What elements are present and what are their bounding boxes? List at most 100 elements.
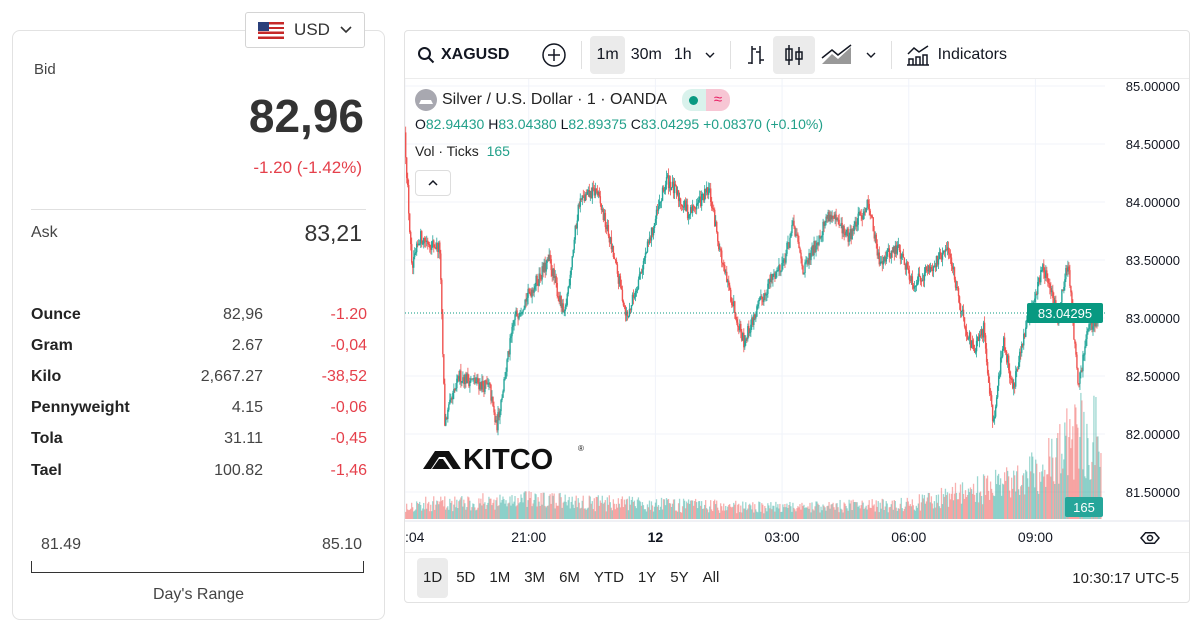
indicators-button[interactable]: Indicators (900, 36, 1013, 74)
volume-bar (412, 507, 414, 519)
interval-30m[interactable]: 30m (630, 45, 662, 63)
collapse-legend-button[interactable] (415, 170, 451, 196)
volume-bar (641, 502, 644, 519)
unit-name: Tola (31, 430, 63, 448)
volume-bar (858, 505, 860, 519)
range-6m[interactable]: 6M (559, 569, 580, 586)
volume-bar (857, 506, 859, 519)
ask-label: Ask (31, 224, 58, 241)
candle-body (436, 242, 438, 250)
candle-body (911, 276, 914, 285)
candle-body (474, 378, 476, 384)
volume-bar (1009, 490, 1011, 519)
candle-body (405, 132, 407, 158)
range-1y[interactable]: 1Y (637, 569, 657, 586)
range-1d[interactable]: 1D (417, 557, 449, 598)
candle-body (1034, 298, 1036, 303)
candle-body (716, 221, 718, 232)
volume-bar (594, 511, 596, 519)
volume-bar (977, 502, 980, 519)
candle-body (666, 175, 669, 178)
candle-body (804, 262, 806, 273)
candles-style-button[interactable] (772, 35, 815, 74)
volume-bar (639, 501, 642, 519)
candle-body (567, 286, 569, 294)
bars-style-button[interactable] (739, 36, 773, 74)
candle-body (676, 190, 679, 195)
candle-body (501, 397, 503, 401)
volume-bar (487, 502, 489, 519)
candle-body (956, 287, 959, 289)
candle-body (848, 235, 850, 242)
candle-body (937, 258, 940, 265)
settings-icon[interactable] (1140, 532, 1160, 544)
currency-dropdown[interactable]: USD (245, 12, 365, 48)
candle-body (1073, 322, 1075, 340)
volume-bar (446, 507, 448, 519)
area-style-button[interactable] (815, 36, 859, 74)
compare-button[interactable] (535, 36, 573, 74)
chart-style-dropdown[interactable] (859, 36, 883, 74)
candle-body (662, 187, 665, 192)
candle-body (704, 188, 707, 193)
candle-body (457, 375, 459, 379)
range-all[interactable]: All (702, 569, 720, 586)
candle-body (811, 245, 813, 251)
volume-bar (970, 489, 973, 519)
currency-value: USD (294, 20, 330, 39)
candle-body (747, 326, 749, 340)
volume-bar (489, 498, 491, 519)
volume-bar (562, 502, 564, 519)
candle-body (742, 332, 744, 341)
symbol-search[interactable]: XAGUSD (411, 36, 515, 74)
candle-body (842, 226, 844, 234)
volume-bar (976, 476, 979, 519)
range-5y[interactable]: 5Y (670, 569, 689, 586)
candle-body (1044, 272, 1046, 278)
candle-body (472, 378, 474, 380)
volume-bar (600, 502, 602, 519)
interval-1h[interactable]: 1h (673, 45, 692, 63)
candle-body (467, 373, 469, 381)
candle-body (598, 191, 601, 197)
unit-name: Tael (31, 461, 62, 479)
volume-bar (708, 512, 710, 519)
volume-bar (817, 503, 819, 519)
candle-body (989, 393, 992, 396)
range-ytd[interactable]: YTD (593, 569, 624, 586)
volume-bar (812, 509, 814, 519)
volume-bar (704, 500, 707, 519)
volume-bar (758, 501, 760, 519)
interval-dropdown[interactable] (698, 36, 722, 74)
candle-body (430, 247, 432, 250)
candle-body (407, 178, 409, 186)
candle-body (877, 252, 879, 256)
chart-clock[interactable]: 10:30:17 UTC-5 (1072, 570, 1179, 587)
candle-body (913, 286, 916, 289)
candle-body (962, 309, 965, 318)
candle-body (432, 240, 434, 242)
volume-bar (635, 508, 638, 519)
volume-bar (703, 504, 706, 519)
candle-body (685, 204, 688, 211)
range-1m[interactable]: 1M (489, 569, 511, 586)
candle-body (996, 385, 999, 398)
candle-body (690, 207, 693, 213)
candle-body (749, 332, 751, 334)
candle-body (590, 191, 593, 199)
candle-body (651, 227, 654, 236)
candle-body (912, 284, 915, 289)
price-chart[interactable]: 85.00000 84.50000 84.00000 83.50000 83.00000… (405, 31, 1190, 554)
range-5d[interactable]: 5D (456, 569, 476, 586)
volume-bar (410, 508, 412, 519)
candle-body (758, 300, 760, 305)
interval-1m[interactable]: 1m (590, 35, 625, 74)
volume-bar (520, 494, 522, 519)
volume-bar (685, 501, 688, 519)
range-3m[interactable]: 3M (524, 569, 546, 586)
market-status[interactable]: ≈ (681, 89, 730, 111)
candle-body (885, 256, 887, 262)
volume-bar (411, 502, 413, 519)
candle-body (795, 234, 797, 236)
candle-body (468, 380, 470, 387)
